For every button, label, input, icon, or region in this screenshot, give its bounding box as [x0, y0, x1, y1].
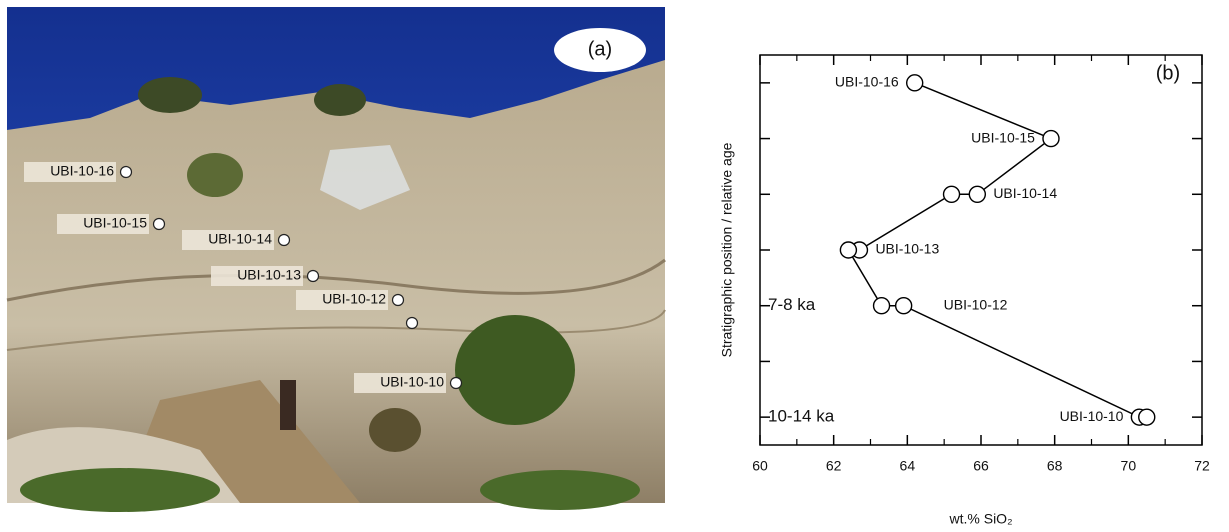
sample-point — [154, 219, 165, 230]
point-label: UBI-10-13 — [875, 241, 939, 257]
plot-frame — [760, 55, 1202, 445]
x-tick-label: 68 — [1047, 458, 1063, 474]
age-label: 7-8 ka — [768, 295, 816, 314]
x-tick-label: 60 — [752, 458, 768, 474]
y-axis-title: Stratigraphic position / relative age — [719, 142, 735, 357]
x-tick-label: 70 — [1121, 458, 1137, 474]
point-label: UBI-10-14 — [993, 185, 1057, 201]
point — [1043, 131, 1059, 147]
panel-label: (b) — [1156, 62, 1180, 84]
point-label: UBI-10-10 — [1060, 408, 1124, 424]
page: (a) UBI-10-16 UBI-10-15 UBI-10-14 UBI-10-13… — [0, 0, 1229, 532]
bush — [455, 315, 575, 425]
sample-point — [451, 378, 462, 389]
x-tick-label: 72 — [1194, 458, 1210, 474]
figure: (a) UBI-10-16 UBI-10-15 UBI-10-14 UBI-10-13… — [0, 0, 1229, 532]
point — [1139, 409, 1155, 425]
bush — [369, 408, 421, 452]
point — [840, 242, 856, 258]
point — [874, 298, 890, 314]
point — [969, 186, 985, 202]
sample-label: UBI-10-10 — [380, 374, 444, 390]
x-tick-label: 64 — [900, 458, 916, 474]
bush — [138, 77, 202, 113]
age-label: 10-14 ka — [768, 407, 835, 426]
bush — [314, 84, 366, 116]
point-label: UBI-10-15 — [971, 129, 1035, 145]
point — [907, 75, 923, 91]
bush — [480, 470, 640, 510]
point — [944, 186, 960, 202]
sample-label: UBI-10-12 — [322, 291, 386, 307]
point-label: UBI-10-16 — [835, 74, 899, 90]
point — [896, 298, 912, 314]
sample-label: UBI-10-14 — [208, 231, 272, 247]
sample-point — [308, 271, 319, 282]
bush — [20, 468, 220, 512]
photo: (a) UBI-10-16 UBI-10-15 UBI-10-14 UBI-10-13… — [7, 7, 665, 512]
person — [280, 380, 296, 430]
sample-point — [279, 235, 290, 246]
x-tick-label: 66 — [973, 458, 989, 474]
sample-point — [393, 295, 404, 306]
sample-label: UBI-10-13 — [237, 267, 301, 283]
sample-label: UBI-10-16 — [50, 163, 114, 179]
sample-label: UBI-10-15 — [83, 215, 147, 231]
x-tick-label: 62 — [826, 458, 842, 474]
point-label: UBI-10-12 — [944, 296, 1008, 312]
sample-point — [121, 167, 132, 178]
chart: (b) wt.% SiO₂ Stratigraphic position / r… — [719, 55, 1210, 527]
panel-label: (a) — [588, 38, 612, 60]
x-axis-title: wt.% SiO₂ — [949, 511, 1013, 527]
sample-point — [407, 318, 418, 329]
bush — [187, 153, 243, 197]
